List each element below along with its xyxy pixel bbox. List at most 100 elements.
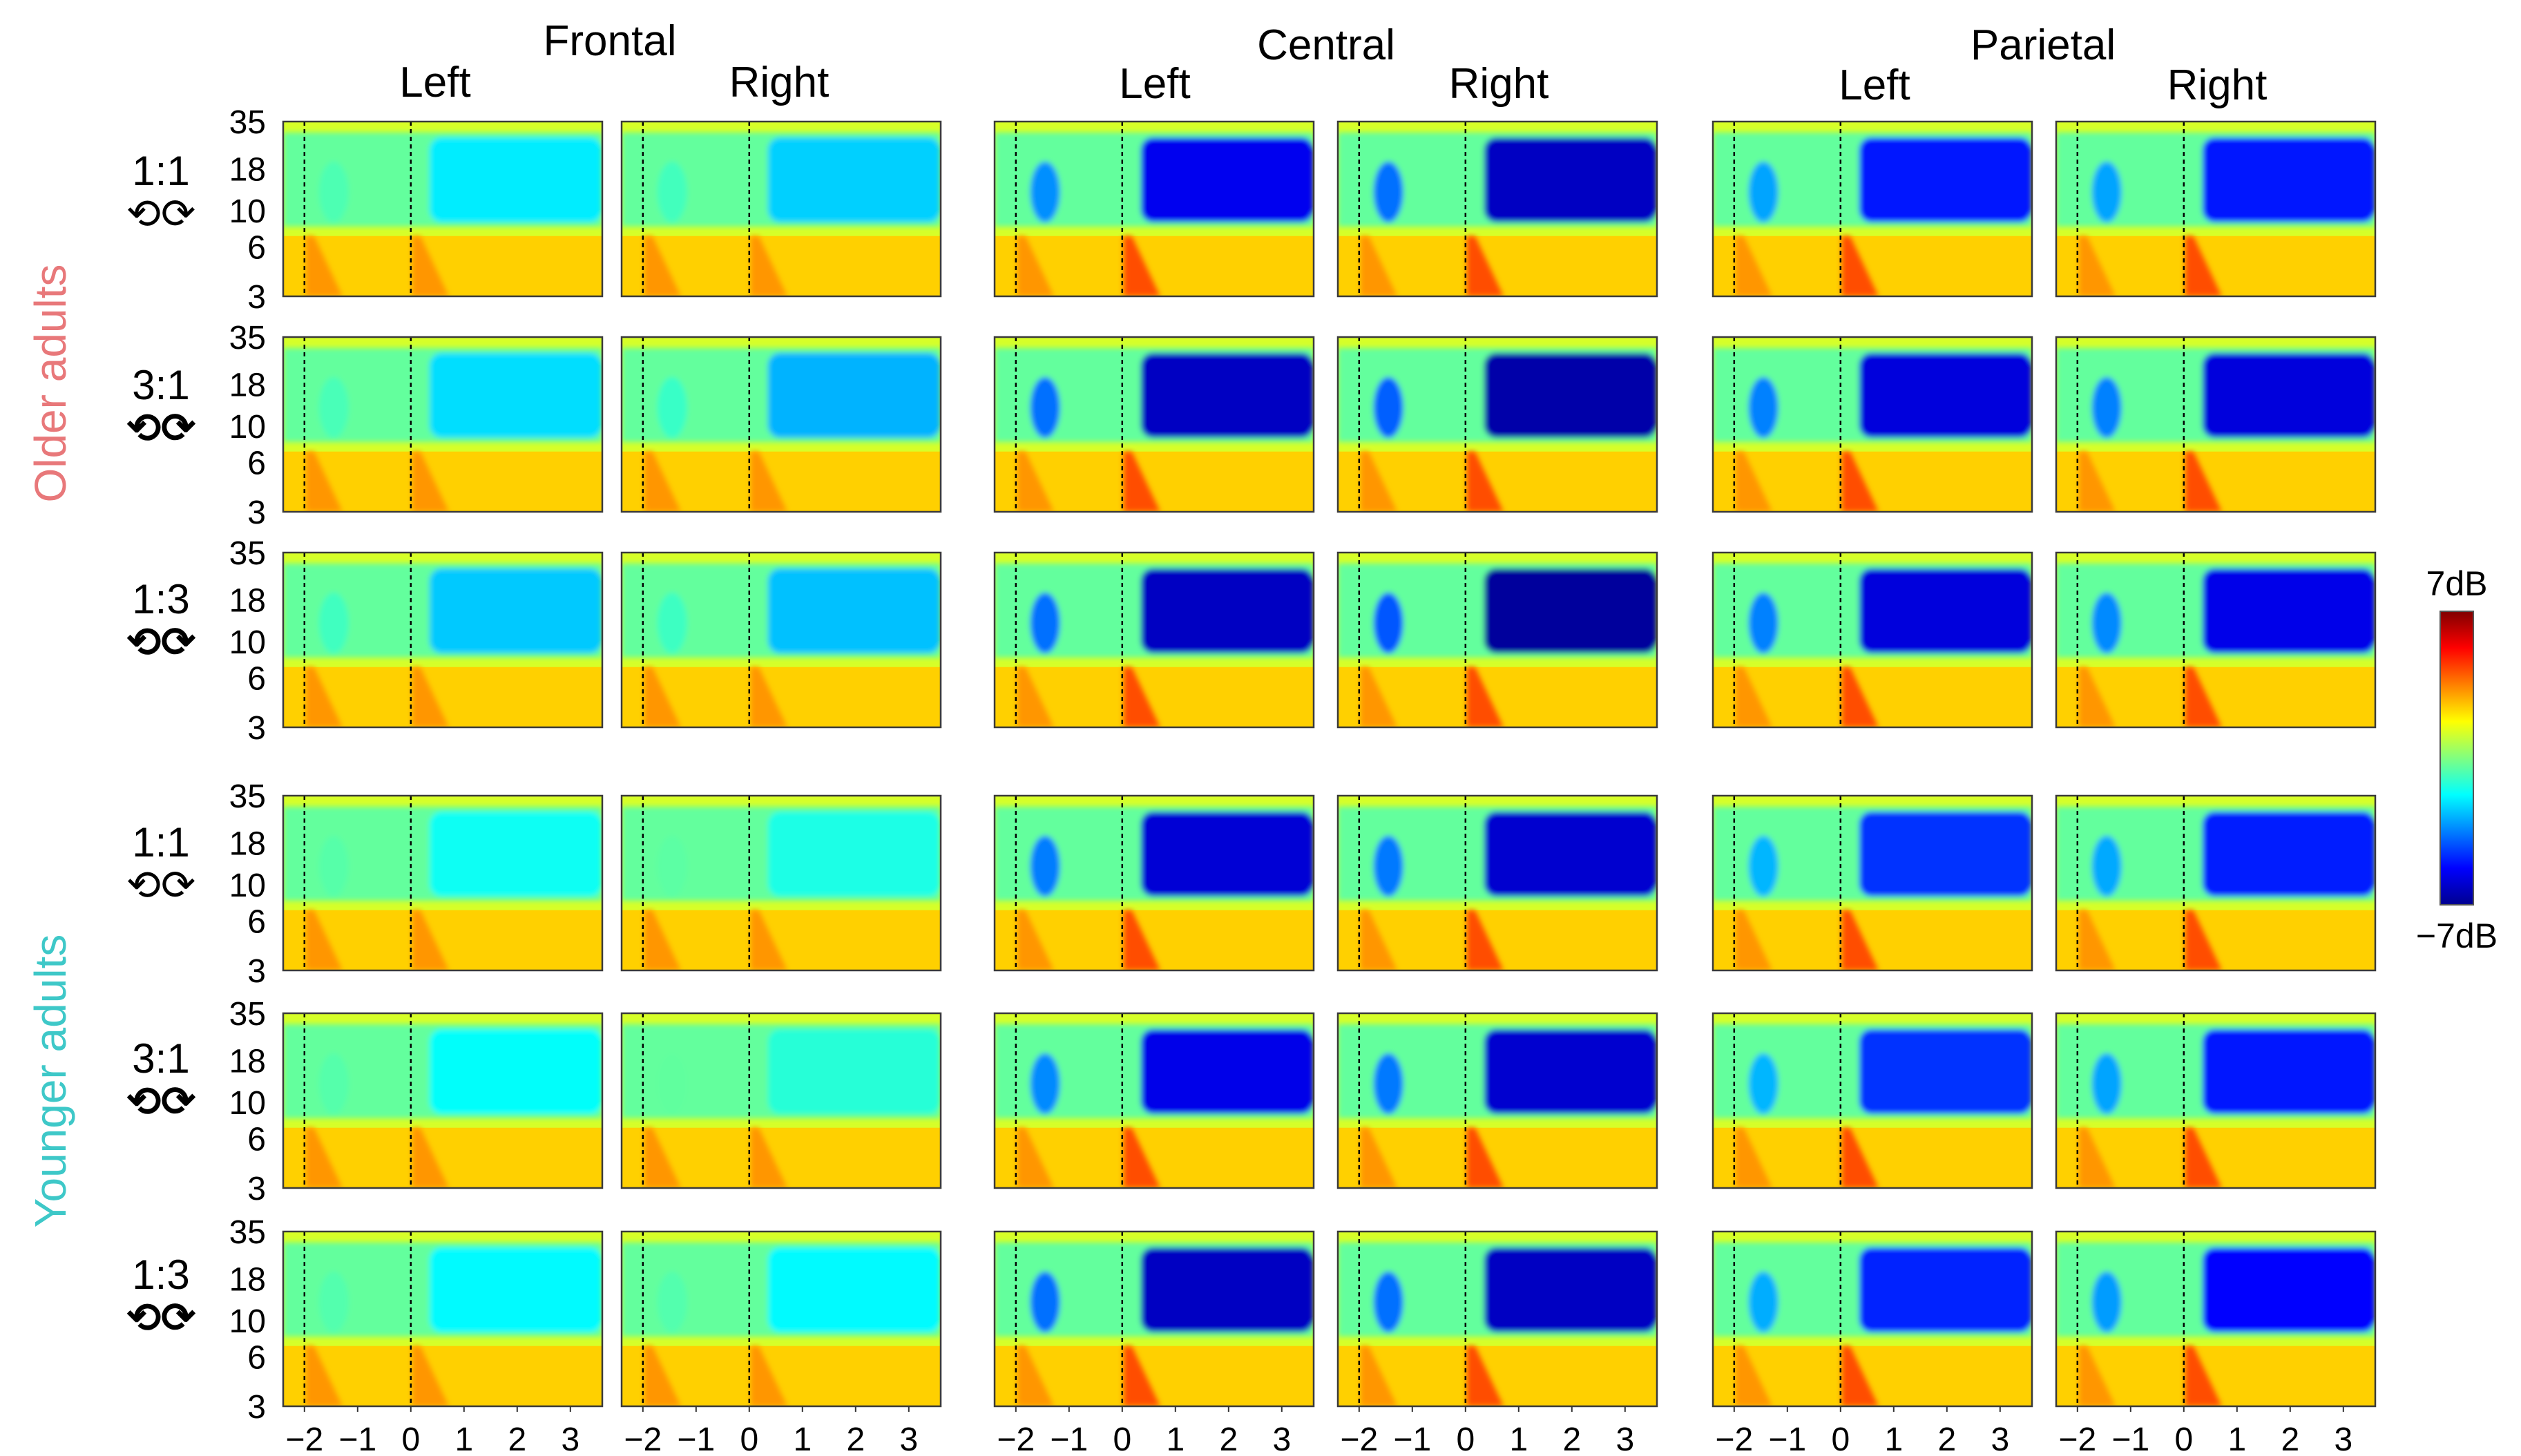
condition-ratio-younger-1-1: 1:1 bbox=[132, 819, 189, 865]
x-tick-label: 2 bbox=[2281, 1421, 2299, 1456]
x-tick-label: 3 bbox=[1272, 1421, 1291, 1456]
y-tick-label: 35 bbox=[229, 320, 266, 356]
panel-frame bbox=[993, 794, 1315, 972]
x-tick-label: 0 bbox=[2174, 1421, 2193, 1456]
desync-block bbox=[1140, 1247, 1314, 1332]
spectrogram-panel bbox=[1712, 1230, 2033, 1408]
evoked-response-wedge bbox=[1466, 1345, 1504, 1406]
spectrogram-panel bbox=[620, 551, 942, 729]
desync-block bbox=[1140, 352, 1314, 438]
x-tick-label: −2 bbox=[285, 1421, 323, 1456]
y-tick-label: 6 bbox=[247, 1340, 266, 1377]
x-tick-label: 2 bbox=[1562, 1421, 1581, 1456]
x-tick-label: 0 bbox=[1113, 1421, 1131, 1456]
spectrogram-panel bbox=[2055, 120, 2377, 298]
evoked-response-wedge bbox=[1466, 1127, 1504, 1188]
panel-frame bbox=[1336, 794, 1658, 972]
evoked-response-wedge bbox=[305, 1345, 343, 1406]
spectrogram-panels bbox=[282, 120, 2377, 1408]
evoked-response-wedge bbox=[1017, 910, 1054, 970]
desync-block bbox=[767, 1028, 941, 1114]
rotation-icons-older-1-3: ⟲⟳ bbox=[126, 619, 196, 665]
desync-block bbox=[429, 352, 602, 438]
evoked-response-wedge bbox=[412, 910, 449, 970]
spectrogram-panel bbox=[620, 1230, 942, 1408]
panel-frame bbox=[282, 1230, 604, 1408]
panel-frame bbox=[993, 1230, 1315, 1408]
early-desync-blob bbox=[1748, 592, 1779, 654]
desync-block bbox=[767, 352, 941, 438]
evoked-response-wedge bbox=[644, 236, 681, 296]
y-tick-label: 18 bbox=[229, 1261, 266, 1298]
evoked-response-wedge bbox=[1123, 236, 1160, 296]
early-desync-blob bbox=[657, 592, 687, 654]
evoked-response-wedge bbox=[750, 1345, 787, 1406]
desync-block bbox=[1859, 137, 2032, 222]
colorbar bbox=[2439, 611, 2474, 906]
desync-block bbox=[2202, 1247, 2375, 1332]
y-tick-label: 6 bbox=[247, 1122, 266, 1158]
evoked-response-wedge bbox=[412, 451, 449, 512]
spectrogram-panel bbox=[620, 336, 942, 513]
x-tick-label: 3 bbox=[1991, 1421, 2009, 1456]
evoked-response-wedge bbox=[2185, 1345, 2222, 1406]
hemisphere-label-central-left: Left bbox=[1119, 60, 1190, 108]
spectrogram-panel bbox=[1712, 120, 2033, 298]
evoked-response-wedge bbox=[1360, 667, 1397, 727]
desync-block bbox=[429, 568, 602, 653]
x-tick-label: −1 bbox=[677, 1421, 715, 1456]
evoked-response-wedge bbox=[2078, 236, 2116, 296]
condition-ratio-younger-1-3: 1:3 bbox=[132, 1252, 189, 1298]
panel-frame bbox=[1336, 336, 1658, 513]
early-desync-blob bbox=[2091, 1271, 2122, 1333]
evoked-response-wedge bbox=[1466, 910, 1504, 970]
evoked-response-wedge bbox=[1841, 1127, 1879, 1188]
x-axis-ticks: −2 −1 0 1 2 3 −2 −1 0 1 2 3 −2 −1 0 1 2 3 −2 −1 0 1 2 3 −2 −1 0 1 2 3… bbox=[285, 1406, 2352, 1456]
y-tick-label: 10 bbox=[229, 193, 266, 230]
spectrogram-panel bbox=[993, 551, 1315, 729]
desync-block bbox=[767, 568, 941, 653]
colorbar-max-label: 7dB bbox=[2426, 564, 2488, 603]
panel-frame bbox=[1712, 336, 2033, 513]
early-desync-blob bbox=[2091, 1053, 2122, 1115]
early-desync-blob bbox=[1373, 1053, 1403, 1115]
desync-block bbox=[1484, 137, 1657, 222]
spectrogram-panel bbox=[2055, 1230, 2377, 1408]
panel-frame bbox=[620, 551, 942, 729]
spectrogram-panel bbox=[1712, 794, 2033, 972]
y-tick-label: 6 bbox=[247, 661, 266, 698]
early-desync-blob bbox=[2091, 592, 2122, 654]
panel-frame bbox=[1336, 1012, 1658, 1189]
panel-frame bbox=[620, 794, 942, 972]
desync-block bbox=[2202, 568, 2375, 653]
desync-block bbox=[429, 137, 602, 222]
spectrogram-panel bbox=[1712, 336, 2033, 513]
x-tick-label: −1 bbox=[338, 1421, 376, 1456]
spectrogram-panel bbox=[1712, 551, 2033, 729]
panel-frame bbox=[620, 1230, 942, 1408]
evoked-response-wedge bbox=[1017, 1127, 1054, 1188]
spectrogram-panel bbox=[993, 336, 1315, 513]
early-desync-blob bbox=[1030, 592, 1060, 654]
early-desync-blob bbox=[1748, 1271, 1779, 1333]
evoked-response-wedge bbox=[1841, 451, 1879, 512]
evoked-response-wedge bbox=[750, 451, 787, 512]
hemisphere-label-central-right: Right bbox=[1449, 60, 1549, 108]
spectrogram-panel bbox=[282, 794, 604, 972]
evoked-response-wedge bbox=[644, 1127, 681, 1188]
desync-block bbox=[1484, 352, 1657, 438]
panel-frame bbox=[1336, 1230, 1658, 1408]
spectrogram-panel bbox=[2055, 794, 2377, 972]
desync-block bbox=[1140, 568, 1314, 653]
evoked-response-wedge bbox=[1735, 236, 1772, 296]
spectrogram-panel bbox=[1712, 1012, 2033, 1189]
evoked-response-wedge bbox=[412, 1345, 449, 1406]
x-tick-label: 2 bbox=[1219, 1421, 1238, 1456]
panel-frame bbox=[282, 120, 604, 298]
desync-block bbox=[2202, 1028, 2375, 1114]
evoked-response-wedge bbox=[1735, 451, 1772, 512]
colorbar-min-label: −7dB bbox=[2416, 917, 2498, 955]
spectrogram-panel bbox=[1336, 1230, 1658, 1408]
region-title-central: Central bbox=[1257, 21, 1395, 69]
